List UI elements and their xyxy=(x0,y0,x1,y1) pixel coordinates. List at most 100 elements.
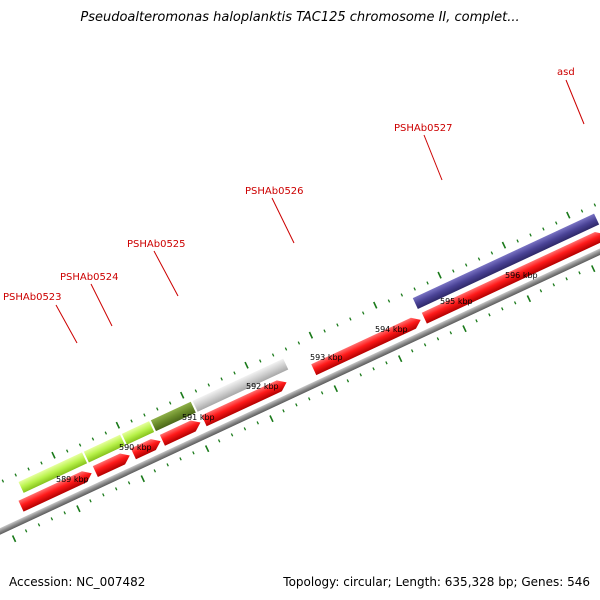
minor-tick xyxy=(233,371,236,375)
minor-tick xyxy=(179,457,182,461)
minor-tick xyxy=(513,301,517,305)
minor-tick xyxy=(475,319,478,323)
minor-tick xyxy=(555,221,558,225)
minor-tick xyxy=(156,407,159,411)
minor-tick xyxy=(295,403,298,407)
inner-tick-track xyxy=(11,265,596,543)
gene-block-purple[interactable] xyxy=(412,213,600,310)
kbp-label: 589 kbp xyxy=(56,475,89,484)
minor-tick xyxy=(217,439,221,443)
minor-tick xyxy=(452,269,455,273)
cds-arrow[interactable] xyxy=(159,417,203,446)
minor-tick xyxy=(552,283,555,287)
major-tick xyxy=(373,301,378,309)
gene-label-asd[interactable]: asd xyxy=(557,67,575,78)
minor-tick xyxy=(464,263,468,267)
minor-tick xyxy=(192,451,195,455)
cds-arrow[interactable] xyxy=(18,468,94,512)
minor-tick xyxy=(194,389,198,393)
minor-tick xyxy=(387,299,391,303)
gene-color-track xyxy=(18,213,600,493)
major-tick xyxy=(397,355,403,363)
minor-tick xyxy=(426,281,429,285)
label-leader-line xyxy=(271,197,295,244)
minor-tick xyxy=(436,337,440,341)
gene-label-pshab0523[interactable]: PSHAb0523 xyxy=(3,292,62,303)
label-leader-line xyxy=(423,134,443,181)
minor-tick xyxy=(542,227,545,231)
label-leader-line xyxy=(90,283,113,327)
minor-tick xyxy=(114,487,118,491)
minor-tick xyxy=(516,239,519,243)
gene-block-grey[interactable] xyxy=(192,358,289,412)
kbp-label: 596 kbp xyxy=(505,271,538,280)
major-tick xyxy=(11,535,17,543)
minor-tick xyxy=(78,443,82,447)
outer-tick-track xyxy=(1,203,597,483)
minor-tick xyxy=(477,257,481,261)
minor-tick xyxy=(413,287,416,291)
minor-tick xyxy=(349,317,352,321)
minor-tick xyxy=(565,277,568,281)
gene-block-lime-1[interactable] xyxy=(18,452,88,493)
minor-tick xyxy=(320,391,324,395)
minor-tick xyxy=(91,437,95,441)
minor-tick xyxy=(24,529,28,533)
gene-block-lime-2[interactable] xyxy=(83,434,126,463)
cds-arrow[interactable] xyxy=(92,450,133,478)
minor-tick xyxy=(102,493,105,497)
minor-tick xyxy=(63,511,66,515)
cds-arrow[interactable] xyxy=(421,229,600,324)
major-tick xyxy=(462,325,467,333)
cds-arrow[interactable] xyxy=(130,436,163,460)
cds-arrow[interactable] xyxy=(201,377,290,427)
minor-tick xyxy=(130,419,133,423)
gene-block-lime-3[interactable] xyxy=(121,421,155,445)
minor-tick xyxy=(423,343,427,347)
label-leader-line xyxy=(565,79,585,125)
minor-tick xyxy=(449,331,453,335)
minor-tick xyxy=(65,449,69,453)
minor-tick xyxy=(488,313,491,317)
minor-tick xyxy=(346,379,350,383)
minor-tick xyxy=(282,409,285,413)
kbp-label-layer: 589 kbp 590 kbp 591 kbp 592 kbp 593 kbp … xyxy=(56,271,538,484)
minor-tick xyxy=(166,463,169,467)
major-tick xyxy=(140,475,145,483)
kbp-label: 593 kbp xyxy=(310,353,343,362)
minor-tick xyxy=(127,481,131,485)
minor-tick xyxy=(27,467,30,471)
minor-tick xyxy=(207,383,211,387)
minor-tick xyxy=(37,523,41,527)
minor-tick xyxy=(578,271,581,275)
gene-label-pshab0526[interactable]: PSHAb0526 xyxy=(245,186,304,197)
major-tick xyxy=(437,271,442,279)
gene-label-pshab0527[interactable]: PSHAb0527 xyxy=(394,123,453,134)
gene-block-olive[interactable] xyxy=(150,401,196,432)
gene-label-pshab0524[interactable]: PSHAb0524 xyxy=(60,272,119,283)
minor-tick xyxy=(385,361,388,365)
minor-tick xyxy=(220,377,223,381)
minor-tick xyxy=(271,353,275,357)
label-leader-line xyxy=(55,304,78,344)
major-tick xyxy=(591,265,596,273)
kbp-label: 591 kbp xyxy=(182,413,215,422)
minor-tick xyxy=(1,479,5,483)
cds-arrow[interactable] xyxy=(311,314,423,376)
kbp-label: 595 kbp xyxy=(440,297,473,306)
cds-track xyxy=(18,229,600,512)
minor-tick xyxy=(104,431,108,435)
major-tick xyxy=(51,451,56,459)
minor-tick xyxy=(89,499,92,503)
minor-tick xyxy=(143,413,146,417)
minor-tick xyxy=(308,397,311,401)
minor-tick xyxy=(410,349,414,353)
major-tick xyxy=(204,445,210,453)
genome-backbone xyxy=(0,169,600,556)
minor-tick xyxy=(336,323,339,327)
major-tick xyxy=(115,421,121,429)
label-leader-line xyxy=(153,250,179,297)
gene-label-pshab0525[interactable]: PSHAb0525 xyxy=(127,239,186,250)
minor-tick xyxy=(501,307,504,311)
minor-tick xyxy=(539,289,543,293)
